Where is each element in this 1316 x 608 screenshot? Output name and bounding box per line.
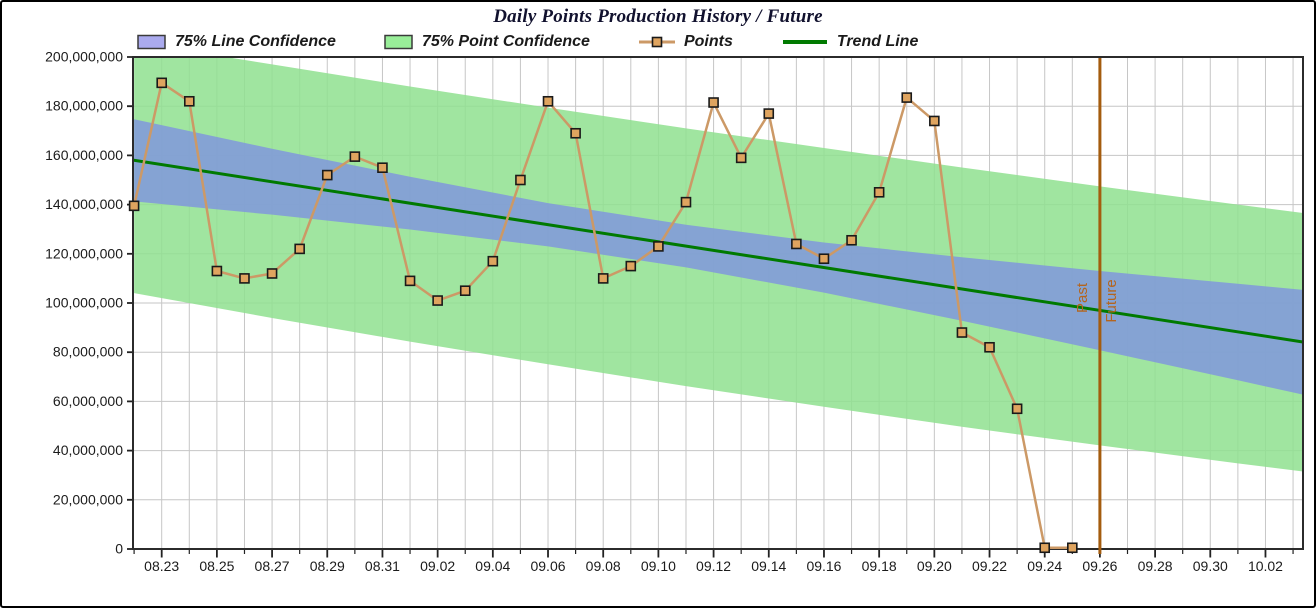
- legend-item-75-point-confidence: 75% Point Confidence: [384, 33, 590, 51]
- x-tick-label: 09.30: [1193, 558, 1228, 574]
- point-marker: [515, 174, 526, 186]
- point-marker: [846, 234, 857, 246]
- point-marker: [377, 162, 388, 173]
- point-marker: [791, 238, 802, 250]
- point-marker: [818, 253, 830, 265]
- x-tick-label: 08.23: [144, 558, 179, 574]
- x-tick-label: 08.29: [310, 558, 345, 574]
- x-tick-label: 09.16: [806, 558, 841, 574]
- y-tick-label: 140,000,000: [45, 196, 123, 212]
- point-markers: [128, 77, 1078, 554]
- point-marker: [349, 151, 361, 162]
- legend-label: Points: [683, 33, 733, 50]
- point-marker: [321, 169, 333, 181]
- x-tick-label: 10.02: [1248, 558, 1283, 574]
- y-tick-label: 80,000,000: [53, 344, 123, 360]
- trend-line: [133, 158, 1303, 344]
- point-marker: [487, 255, 499, 267]
- y-tick-label: 40,000,000: [53, 442, 123, 458]
- point-marker: [735, 152, 747, 164]
- x-tick-label: 09.28: [1138, 558, 1173, 574]
- point-marker: [211, 265, 223, 277]
- line-confidence-band: [134, 119, 1303, 395]
- point-marker: [708, 97, 719, 108]
- x-tick-label: 08.27: [255, 558, 290, 574]
- point-marker: [901, 92, 913, 103]
- y-tick-label: 160,000,000: [45, 147, 123, 163]
- y-tick-label: 20,000,000: [53, 491, 123, 507]
- point-marker: [542, 95, 554, 107]
- point-marker: [128, 200, 140, 212]
- legend-label: Trend Line: [836, 33, 919, 50]
- point-marker: [929, 115, 940, 127]
- point-marker: [570, 127, 581, 139]
- past-label: Past: [1074, 282, 1091, 313]
- x-tick-label: 09.06: [530, 558, 565, 574]
- legend-swatch-box-icon: [384, 34, 413, 50]
- point-marker: [156, 77, 167, 89]
- point-marker: [459, 285, 471, 297]
- y-tick-label: 100,000,000: [45, 295, 123, 311]
- x-tick-label: 09.22: [972, 558, 1007, 574]
- y-tick-label: 0: [115, 541, 123, 557]
- legend-swatch-box-icon: [137, 34, 166, 50]
- point-marker: [432, 295, 443, 306]
- point-marker: [294, 243, 305, 255]
- point-marker: [653, 241, 664, 252]
- x-tick-label: 09.20: [917, 558, 952, 574]
- x-tick-label: 09.24: [1027, 558, 1062, 574]
- point-marker: [239, 273, 250, 284]
- x-tick-label: 09.08: [586, 558, 621, 574]
- y-tick-label: 180,000,000: [45, 98, 123, 114]
- point-marker: [625, 260, 637, 272]
- x-tick-label: 08.31: [365, 558, 400, 574]
- point-marker: [873, 187, 885, 198]
- y-tick-label: 200,000,000: [45, 49, 123, 65]
- legend-label: 75% Line Confidence: [175, 33, 336, 50]
- plot-border: [132, 56, 1304, 550]
- x-tick-label: 09.18: [862, 558, 897, 574]
- point-marker: [183, 95, 195, 107]
- point-marker: [680, 196, 692, 208]
- point-marker: [984, 341, 995, 353]
- legend: 75% Line Confidence 75% Point Confidence P…: [137, 30, 918, 54]
- x-tick-label: 09.02: [420, 558, 455, 574]
- x-tick-label: 09.10: [641, 558, 676, 574]
- point-marker: [1039, 542, 1051, 554]
- point-marker: [1067, 542, 1078, 554]
- legend-item-points: Points: [638, 33, 733, 51]
- legend-item-75-line-confidence: 75% Line Confidence: [137, 33, 336, 51]
- legend-item-trend-line: Trend Line: [781, 33, 919, 51]
- legend-swatch-line-marker-icon: [638, 36, 675, 48]
- x-tick-label: 09.12: [696, 558, 731, 574]
- point-marker: [763, 108, 775, 119]
- x-tick-label: 09.26: [1082, 558, 1117, 574]
- point-marker: [1011, 403, 1023, 415]
- y-tick-label: 60,000,000: [53, 393, 123, 409]
- legend-label: 75% Point Confidence: [421, 33, 590, 50]
- x-tick-label: 08.25: [199, 558, 234, 574]
- point-marker: [956, 327, 968, 338]
- future-label: Future: [1103, 279, 1120, 322]
- point-marker: [266, 268, 278, 279]
- y-tick-label: 120,000,000: [45, 245, 123, 261]
- legend-swatch-line-icon: [782, 40, 827, 44]
- point-marker: [597, 273, 609, 284]
- point-marker: [404, 275, 416, 287]
- chart-title: Daily Points Production History / Future: [493, 6, 823, 27]
- x-tick-label: 09.14: [751, 558, 786, 574]
- x-tick-label: 09.04: [475, 558, 510, 574]
- axis-ticks: [127, 56, 1294, 558]
